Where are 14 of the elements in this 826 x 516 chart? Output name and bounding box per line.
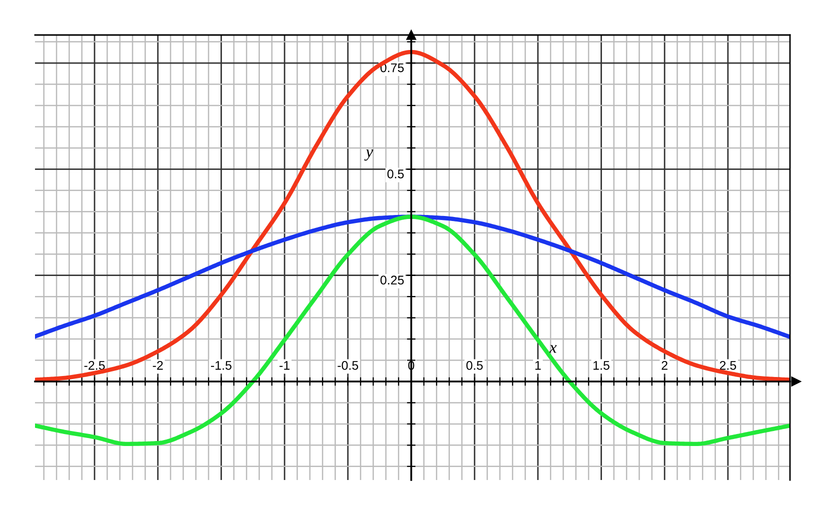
x-tick-label: 1 [535, 361, 541, 370]
x-tick-label: -1.5 [211, 361, 232, 370]
y-tick-label: 0.5 [387, 170, 404, 178]
x-tick-label: -0.5 [338, 360, 358, 370]
x-axis-title: x [549, 345, 557, 353]
x-tick-label: -2.5 [84, 360, 105, 370]
y-axis-title: y [364, 149, 374, 161]
x-tick-label: -1 [280, 361, 290, 370]
x-tick-label: 0.5 [466, 360, 483, 370]
x-tick-label: 1.5 [594, 361, 610, 370]
y-tick-label: 0.25 [380, 276, 404, 285]
x-tick-label: 2 [662, 360, 668, 370]
x-tick-label: 2.5 [720, 360, 736, 370]
x-tick-label: -2 [152, 360, 163, 370]
